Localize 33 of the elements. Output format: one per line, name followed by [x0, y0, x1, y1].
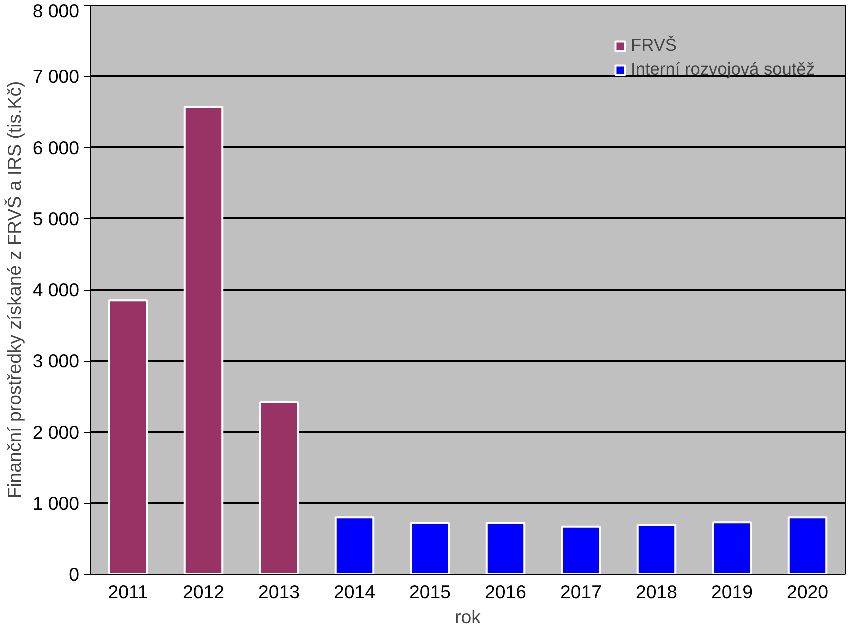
x-tick-label: 2012 — [183, 582, 225, 602]
x-tick-label: 2017 — [560, 582, 602, 602]
y-tick-label: 3 000 — [32, 350, 80, 372]
x-tick-label: 2018 — [636, 582, 678, 602]
bar — [788, 516, 828, 574]
y-tick-label: 6 000 — [32, 137, 80, 158]
bar — [712, 522, 752, 574]
y-tick-label: 1 000 — [32, 492, 80, 514]
y-tick-label: 4 000 — [32, 280, 80, 300]
bar — [184, 106, 224, 574]
x-tick-label: 2011 — [108, 582, 148, 602]
bar — [636, 524, 677, 574]
bar — [108, 300, 148, 574]
bar — [334, 516, 375, 574]
y-axis-title: Finanční prostředky získané z FRVŠ a IRS (tis.Kč) — [4, 81, 25, 499]
x-axis-title: rok — [455, 606, 482, 628]
y-tick-label: 8 000 — [32, 0, 80, 22]
x-tick-label: 2016 — [485, 582, 527, 602]
x-tick-label: 2020 — [787, 582, 829, 602]
bar — [259, 401, 300, 574]
bar — [410, 522, 450, 574]
y-tick-label: 2 000 — [32, 422, 80, 443]
y-tick-label: 0 — [69, 564, 80, 585]
x-tick-label: 2015 — [410, 582, 452, 602]
y-tick-label: 5 000 — [32, 208, 80, 230]
legend-label: Interní rozvojová soutěž — [631, 59, 815, 80]
bar — [561, 526, 602, 574]
x-tick-label: 2014 — [334, 582, 376, 602]
bar — [486, 522, 526, 574]
x-tick-label: 2013 — [258, 582, 300, 602]
y-tick-label: 7 000 — [32, 66, 80, 88]
x-tick-label: 2019 — [712, 582, 754, 602]
legend-label: FRVŠ — [631, 35, 677, 56]
